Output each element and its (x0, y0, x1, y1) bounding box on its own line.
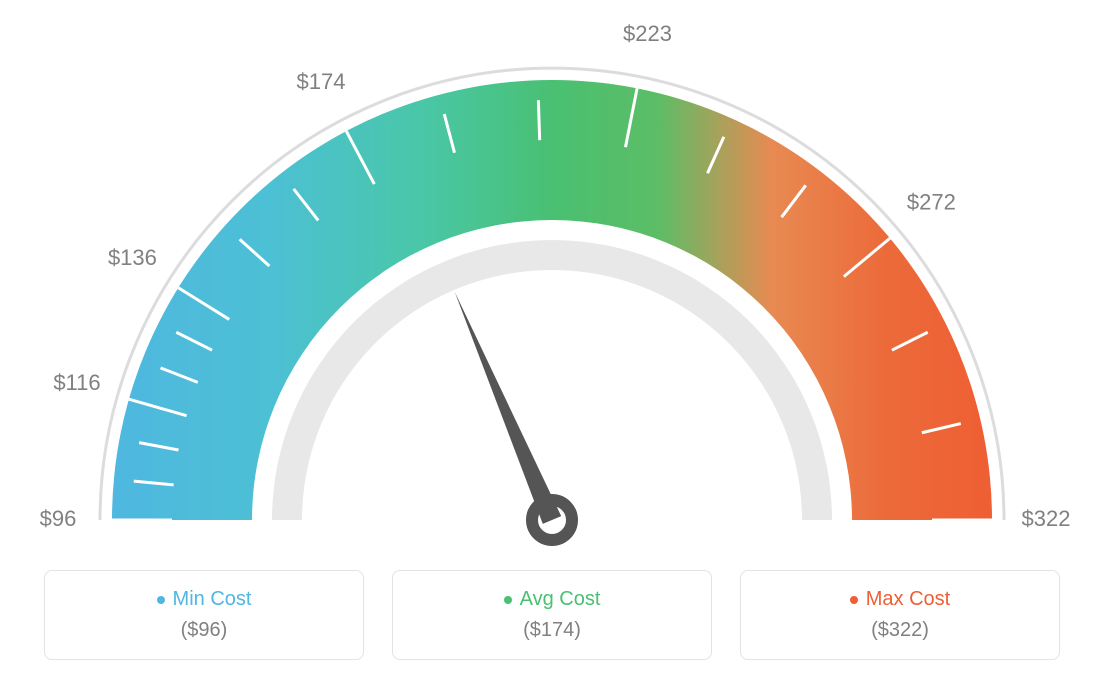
legend-label-min: Min Cost (173, 588, 252, 611)
svg-text:$96: $96 (40, 506, 77, 531)
svg-text:$116: $116 (53, 370, 100, 395)
svg-text:$136: $136 (108, 245, 157, 270)
svg-text:$272: $272 (907, 189, 956, 214)
legend-dot-avg (504, 596, 512, 604)
svg-text:$322: $322 (1022, 506, 1071, 531)
legend-value-avg: ($174) (523, 619, 581, 642)
legend-card-avg: Avg Cost ($174) (392, 570, 712, 660)
legend-card-min: Min Cost ($96) (44, 570, 364, 660)
legend-dot-max (850, 596, 858, 604)
legend-dot-min (157, 596, 165, 604)
cost-gauge: $96 $116 $136 $174 $223 $272 $322 (0, 0, 1104, 560)
legend-title-avg: Avg Cost (504, 588, 601, 611)
legend-value-max: ($322) (871, 619, 929, 642)
legend-label-max: Max Cost (866, 588, 950, 611)
legend-title-max: Max Cost (850, 588, 950, 611)
legend-title-min: Min Cost (157, 588, 252, 611)
legend-label-avg: Avg Cost (520, 588, 601, 611)
legend-card-max: Max Cost ($322) (740, 570, 1060, 660)
gauge-svg: $96 $116 $136 $174 $223 $272 $322 (0, 0, 1104, 560)
svg-text:$223: $223 (623, 21, 672, 46)
legend-row: Min Cost ($96) Avg Cost ($174) Max Cost … (0, 570, 1104, 660)
svg-text:$174: $174 (297, 69, 346, 94)
legend-value-min: ($96) (181, 619, 228, 642)
